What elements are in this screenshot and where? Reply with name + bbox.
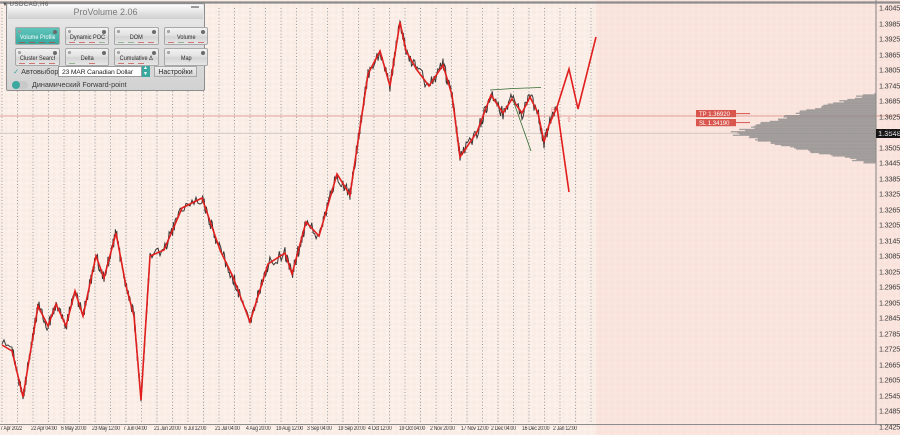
svg-text:⇧: ⇧ xyxy=(566,116,572,124)
svg-text:TP 1.36920: TP 1.36920 xyxy=(699,112,731,118)
svg-text:B: B xyxy=(551,108,555,114)
svg-text:SL 1.34190: SL 1.34190 xyxy=(699,121,730,127)
